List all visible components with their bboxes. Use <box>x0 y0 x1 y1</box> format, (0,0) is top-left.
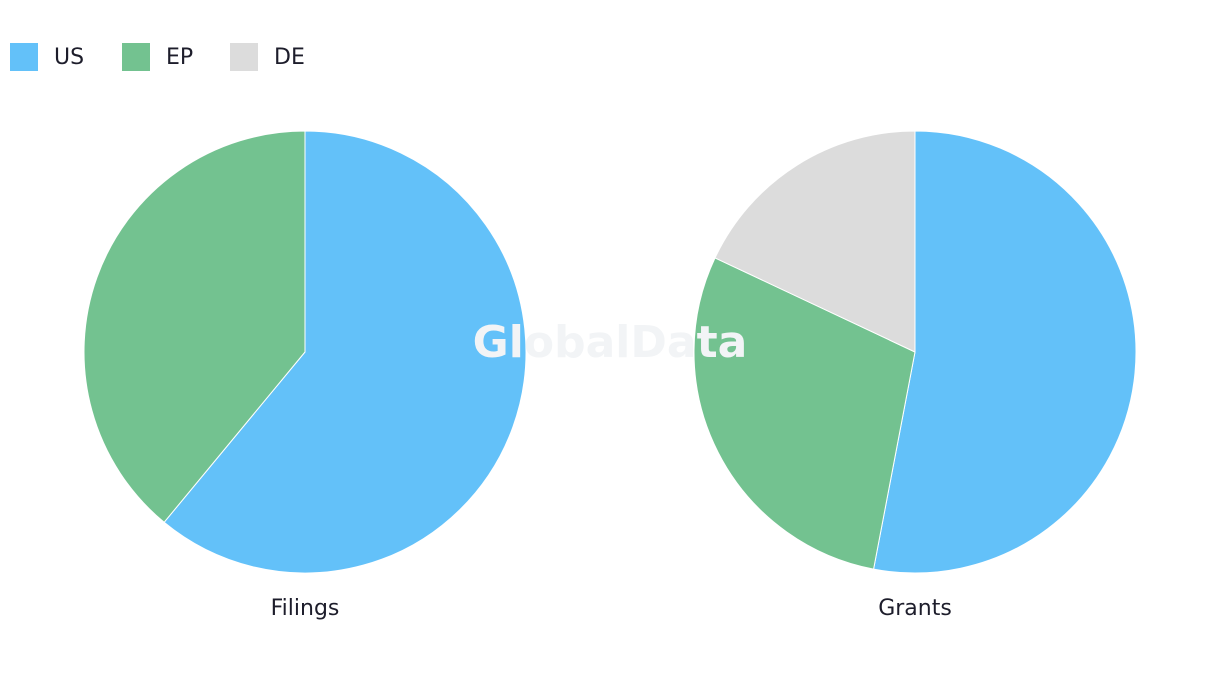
pies: Filings Grants <box>83 130 1137 621</box>
pie-slice <box>83 130 306 523</box>
legend-label: US <box>54 45 84 70</box>
pie-title: Filings <box>271 596 340 621</box>
legend-swatch <box>230 43 258 71</box>
watermark: GlobalData <box>473 317 748 368</box>
legend: US EP DE <box>10 43 305 71</box>
pie-slice <box>693 257 916 570</box>
pie-slice <box>163 130 527 574</box>
pie-slice <box>714 130 916 353</box>
legend-label: EP <box>166 45 193 70</box>
legend-label: DE <box>274 45 305 70</box>
legend-swatch <box>122 43 150 71</box>
pie-slice <box>873 130 1137 574</box>
pie-title: Grants <box>878 596 952 621</box>
legend-swatch <box>10 43 38 71</box>
